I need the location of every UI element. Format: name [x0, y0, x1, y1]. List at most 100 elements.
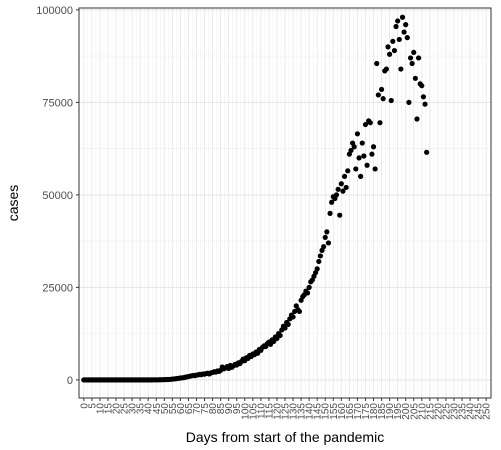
data-point: [337, 212, 343, 218]
data-point: [296, 308, 303, 315]
x-tick-label: 230: [449, 403, 460, 420]
x-tick-label: 90: [224, 403, 235, 415]
data-point: [277, 332, 283, 339]
data-point: [391, 47, 398, 54]
x-tick-label: 200: [401, 403, 412, 420]
x-axis: 0510152025303540455055606570758085909510…: [79, 398, 493, 420]
x-tick-label: 245: [474, 403, 485, 420]
data-point: [329, 199, 335, 205]
data-point: [375, 92, 381, 98]
y-tick-label: 50000: [42, 190, 73, 202]
data-point: [390, 38, 396, 44]
data-point: [345, 168, 351, 174]
data-point: [380, 96, 386, 102]
x-tick-label: 165: [345, 403, 356, 420]
x-tick-label: 110: [256, 403, 267, 419]
minor-gridlines: [79, 8, 491, 398]
data-points: [81, 14, 430, 383]
data-point: [358, 173, 364, 179]
data-point: [409, 60, 415, 67]
data-point: [338, 181, 344, 187]
x-tick-label: 0: [79, 403, 90, 409]
x-tick-label: 160: [337, 403, 348, 420]
x-tick-label: 175: [361, 403, 372, 420]
x-tick-label: 130: [289, 403, 300, 420]
x-tick-label: 235: [458, 403, 469, 420]
data-point: [282, 325, 288, 331]
data-point: [377, 120, 383, 126]
data-point: [316, 258, 322, 265]
x-tick-label: 240: [466, 403, 477, 420]
data-point: [356, 155, 362, 161]
data-point: [395, 18, 401, 24]
data-point: [420, 94, 427, 100]
data-point: [419, 83, 425, 89]
x-tick-label: 100: [240, 403, 251, 420]
x-tick-label: 65: [184, 403, 195, 415]
data-point: [362, 121, 369, 128]
y-tick-label: 0: [67, 375, 73, 387]
data-point: [290, 314, 296, 320]
x-tick-label: 95: [232, 403, 243, 415]
x-tick-label: 190: [385, 403, 396, 420]
data-point: [361, 153, 367, 159]
x-tick-label: 75: [200, 403, 211, 415]
x-tick-label: 115: [264, 403, 275, 419]
x-tick-label: 170: [353, 403, 364, 420]
x-tick-label: 60: [176, 403, 187, 415]
x-tick-label: 185: [377, 403, 388, 420]
data-point: [322, 234, 328, 241]
data-point: [424, 149, 430, 155]
x-tick-label: 205: [409, 403, 420, 420]
x-tick-label: 120: [272, 403, 283, 420]
x-tick-label: 210: [417, 403, 428, 420]
x-tick-label: 55: [168, 403, 179, 415]
x-tick-label: 25: [120, 403, 131, 415]
x-tick-label: 125: [281, 403, 292, 420]
data-point: [388, 97, 394, 104]
data-point: [406, 99, 412, 105]
data-point: [398, 66, 404, 72]
data-point: [341, 173, 348, 179]
x-tick-label: 150: [321, 403, 332, 420]
x-tick-label: 5: [87, 403, 98, 409]
data-point: [364, 162, 370, 168]
data-point: [314, 266, 320, 272]
x-tick-label: 20: [112, 403, 123, 415]
x-tick-label: 215: [425, 403, 436, 420]
y-axis: 0 25000 50000 75000 100000: [36, 5, 79, 387]
y-tick-label: 100000: [36, 5, 73, 17]
data-point: [411, 49, 417, 56]
data-point: [340, 188, 346, 194]
y-axis-title: cases: [5, 185, 21, 222]
x-tick-label: 30: [128, 403, 139, 415]
data-point: [393, 23, 399, 30]
x-tick-label: 225: [441, 403, 452, 420]
data-point: [354, 131, 361, 137]
x-tick-label: 50: [160, 403, 171, 415]
data-point: [343, 184, 349, 191]
data-point: [387, 51, 393, 57]
x-tick-label: 80: [208, 403, 219, 415]
data-point: [325, 240, 332, 246]
x-tick-label: 70: [192, 403, 203, 415]
data-point: [317, 253, 324, 259]
data-point: [412, 75, 418, 81]
x-tick-label: 135: [297, 403, 308, 420]
data-point: [306, 284, 312, 290]
data-point: [378, 86, 385, 93]
data-point: [407, 55, 414, 61]
data-point: [383, 66, 389, 72]
x-tick-label: 155: [329, 403, 340, 420]
data-point: [370, 144, 377, 150]
data-point: [304, 290, 311, 296]
data-point: [385, 44, 391, 50]
x-tick-label: 40: [144, 403, 155, 415]
data-point: [403, 22, 409, 28]
data-point: [414, 116, 420, 122]
data-point: [335, 186, 341, 192]
x-tick-label: 105: [248, 403, 259, 420]
x-tick-label: 250: [482, 403, 493, 420]
data-point: [327, 210, 333, 216]
